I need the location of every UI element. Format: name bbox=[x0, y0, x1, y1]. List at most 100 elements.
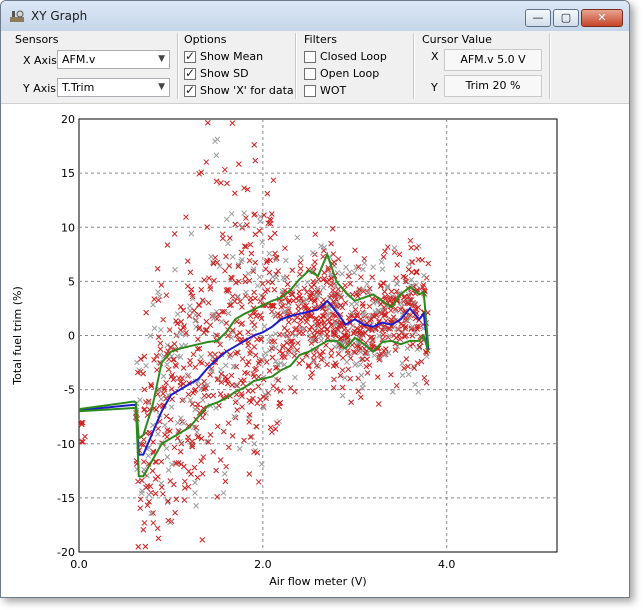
data-point-x bbox=[296, 330, 303, 336]
data-point-x bbox=[244, 221, 250, 228]
data-point-x bbox=[357, 327, 364, 334]
data-point-x bbox=[235, 293, 241, 300]
data-point-x bbox=[266, 368, 273, 374]
data-point-x bbox=[382, 346, 389, 352]
data-point-x bbox=[226, 263, 233, 269]
data-point-x bbox=[155, 431, 161, 437]
open-loop-label: Open Loop bbox=[320, 67, 380, 80]
checkbox-box[interactable] bbox=[304, 67, 316, 80]
data-point-x bbox=[141, 458, 147, 465]
data-point-x bbox=[163, 413, 170, 420]
data-point-x bbox=[391, 249, 398, 256]
show-sd-checkbox[interactable]: ✓ Show SD bbox=[184, 66, 249, 80]
data-point-x bbox=[407, 237, 414, 244]
show-mean-checkbox[interactable]: ✓ Show Mean bbox=[184, 49, 263, 63]
data-point-x bbox=[158, 326, 164, 333]
data-point-x bbox=[324, 361, 330, 368]
data-point-x bbox=[213, 178, 220, 185]
open-loop-checkbox[interactable]: Open Loop bbox=[304, 67, 379, 80]
data-point-x bbox=[246, 412, 253, 418]
data-point-x bbox=[404, 318, 411, 324]
data-point-x bbox=[194, 429, 200, 436]
data-point-x bbox=[135, 543, 142, 550]
data-point-x bbox=[356, 286, 363, 293]
data-point-x bbox=[164, 342, 171, 349]
minimize-button[interactable]: — bbox=[525, 9, 551, 27]
checkbox-box[interactable] bbox=[304, 50, 316, 63]
data-point-x bbox=[348, 301, 355, 308]
data-point-x bbox=[282, 245, 288, 252]
data-point-x bbox=[246, 471, 253, 477]
checkbox-box[interactable]: ✓ bbox=[184, 66, 196, 80]
data-point-x bbox=[400, 329, 406, 335]
checkbox-box[interactable] bbox=[304, 84, 316, 97]
data-point-x bbox=[254, 282, 261, 289]
data-point-x bbox=[313, 293, 319, 300]
data-point-x bbox=[204, 381, 211, 388]
data-point-x bbox=[234, 407, 241, 413]
data-point-x bbox=[295, 308, 302, 314]
chevron-down-icon: ▼ bbox=[158, 54, 165, 64]
data-point-x bbox=[142, 543, 149, 550]
data-point-x bbox=[172, 509, 178, 516]
data-point-x bbox=[337, 372, 344, 379]
data-point-x bbox=[262, 266, 269, 272]
data-point-x bbox=[229, 293, 236, 300]
data-point-x bbox=[158, 484, 165, 491]
title-bar[interactable]: XY Graph — ▢ ✕ bbox=[1, 1, 629, 31]
xy-scatter-chart[interactable]: -20 -15 -10 -5 0 5 10 15 20 0.0 2.0 4.0 Air flow met… bbox=[1, 104, 629, 597]
data-point-x bbox=[257, 218, 264, 225]
maximize-button[interactable]: ▢ bbox=[553, 9, 579, 27]
scatter-points bbox=[78, 119, 432, 550]
data-point-x bbox=[369, 337, 376, 344]
data-point-x bbox=[328, 275, 335, 282]
data-point-x bbox=[282, 257, 289, 264]
data-point-x bbox=[198, 286, 205, 293]
data-point-x bbox=[141, 407, 147, 413]
data-point-x bbox=[354, 343, 360, 349]
data-point-x bbox=[343, 359, 350, 365]
y-axis-select[interactable]: T.Trim ▼ bbox=[57, 78, 170, 97]
close-button[interactable]: ✕ bbox=[581, 9, 623, 27]
data-point-x bbox=[332, 332, 339, 339]
data-point-x bbox=[181, 497, 188, 503]
data-point-x bbox=[405, 371, 412, 378]
data-point-x bbox=[193, 502, 199, 509]
data-point-x bbox=[376, 332, 382, 339]
data-point-x bbox=[369, 327, 375, 334]
data-point-x bbox=[257, 312, 264, 318]
x-axis-select[interactable]: AFM.v ▼ bbox=[57, 50, 170, 69]
data-point-x bbox=[239, 304, 245, 310]
data-point-x bbox=[155, 425, 161, 432]
data-point-x bbox=[353, 325, 360, 332]
data-point-x bbox=[309, 370, 315, 376]
checkbox-box[interactable]: ✓ bbox=[184, 83, 196, 97]
data-point-x bbox=[203, 438, 210, 445]
data-point-x bbox=[213, 152, 220, 159]
data-point-x bbox=[279, 344, 286, 351]
data-point-x bbox=[265, 279, 272, 285]
show-sd-label: Show SD bbox=[200, 67, 249, 80]
data-point-x bbox=[312, 259, 318, 265]
data-point-x bbox=[257, 213, 264, 220]
data-point-x bbox=[313, 362, 320, 369]
closed-loop-checkbox[interactable]: Closed Loop bbox=[304, 50, 387, 63]
data-point-x bbox=[171, 231, 178, 237]
data-point-x bbox=[242, 369, 248, 376]
data-point-x bbox=[261, 354, 268, 361]
data-point-x bbox=[222, 373, 229, 380]
data-point-x bbox=[331, 331, 338, 338]
data-point-x bbox=[409, 323, 416, 330]
wot-checkbox[interactable]: WOT bbox=[304, 84, 346, 97]
data-point-x bbox=[412, 381, 418, 388]
checkbox-box[interactable]: ✓ bbox=[184, 49, 196, 63]
data-point-x bbox=[284, 281, 291, 288]
data-point-x bbox=[181, 463, 187, 470]
data-point-x bbox=[247, 434, 254, 440]
data-point-x bbox=[222, 267, 228, 274]
data-point-x bbox=[360, 288, 367, 295]
data-point-x bbox=[213, 308, 220, 315]
show-x-for-data-checkbox[interactable]: ✓ Show 'X' for data bbox=[184, 83, 294, 97]
minimize-icon: — bbox=[532, 11, 544, 24]
data-point-x bbox=[333, 362, 340, 369]
